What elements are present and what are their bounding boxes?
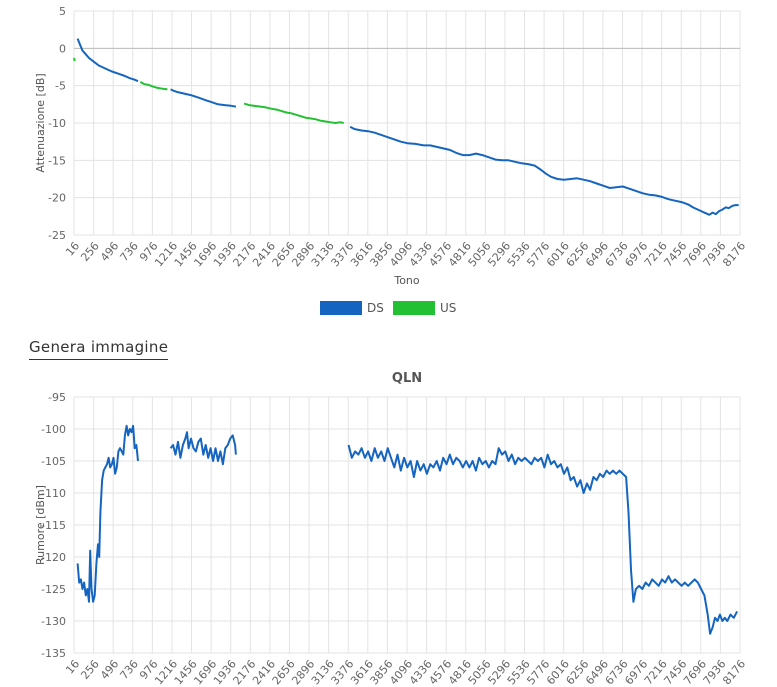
legend-label-ds: DS <box>367 301 384 315</box>
y-tick-label: -120 <box>41 551 66 564</box>
x-tick-label: 496 <box>98 240 121 264</box>
x-tick-label: 256 <box>78 658 101 682</box>
legend-swatch-us <box>393 301 435 315</box>
generate-image-link[interactable]: Genera immagine <box>29 338 169 360</box>
series-line-us <box>139 81 168 91</box>
attenuation-chart: 50-5-10-15-20-25162564967369761216145616… <box>34 5 748 315</box>
y-tick-label: -15 <box>48 154 66 167</box>
chart-title: QLN <box>392 371 422 386</box>
y-tick-label: -125 <box>41 583 66 596</box>
y-tick-label: -105 <box>41 455 66 468</box>
qln-chart: -95-100-105-110-115-120-125-130-13516256… <box>34 371 748 687</box>
series-line-us <box>73 57 76 62</box>
series-line-ds <box>170 88 237 108</box>
legend-label-us: US <box>440 301 456 315</box>
y-tick-label: -130 <box>41 615 66 628</box>
y-tick-label: -20 <box>48 192 66 205</box>
series-line-qln <box>76 424 139 603</box>
series-line-ds <box>349 125 739 216</box>
y-tick-label: -95 <box>48 391 66 404</box>
y-axis-label: Attenuazione [dB] <box>34 73 47 172</box>
y-tick-label: -100 <box>41 423 66 436</box>
y-tick-label: 0 <box>59 42 66 55</box>
series-line-us <box>243 102 344 124</box>
series-line-qln <box>347 444 738 635</box>
y-tick-label: -5 <box>55 80 66 93</box>
y-tick-label: -110 <box>41 487 66 500</box>
x-tick-label: 736 <box>118 658 141 682</box>
y-tick-label: -115 <box>41 519 66 532</box>
legend-swatch-ds <box>320 301 362 315</box>
x-tick-label: 496 <box>98 658 121 682</box>
x-tick-label: 736 <box>118 240 141 264</box>
x-tick-label: 256 <box>78 240 101 264</box>
x-axis-label: Tono <box>393 274 420 287</box>
series-line-qln <box>169 431 237 466</box>
y-tick-label: 5 <box>59 5 66 18</box>
y-tick-label: -10 <box>48 117 66 130</box>
y-axis-label: Rumore [dBm] <box>34 485 47 565</box>
series-line-ds <box>76 38 139 83</box>
x-tick-label: 8176 <box>720 658 748 687</box>
x-tick-label: 8176 <box>720 240 748 270</box>
y-tick-label: -135 <box>41 647 66 660</box>
y-tick-label: -25 <box>48 229 66 242</box>
